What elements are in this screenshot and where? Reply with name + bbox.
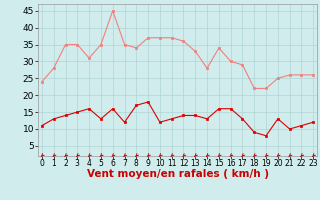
X-axis label: Vent moyen/en rafales ( km/h ): Vent moyen/en rafales ( km/h ) (87, 169, 268, 179)
